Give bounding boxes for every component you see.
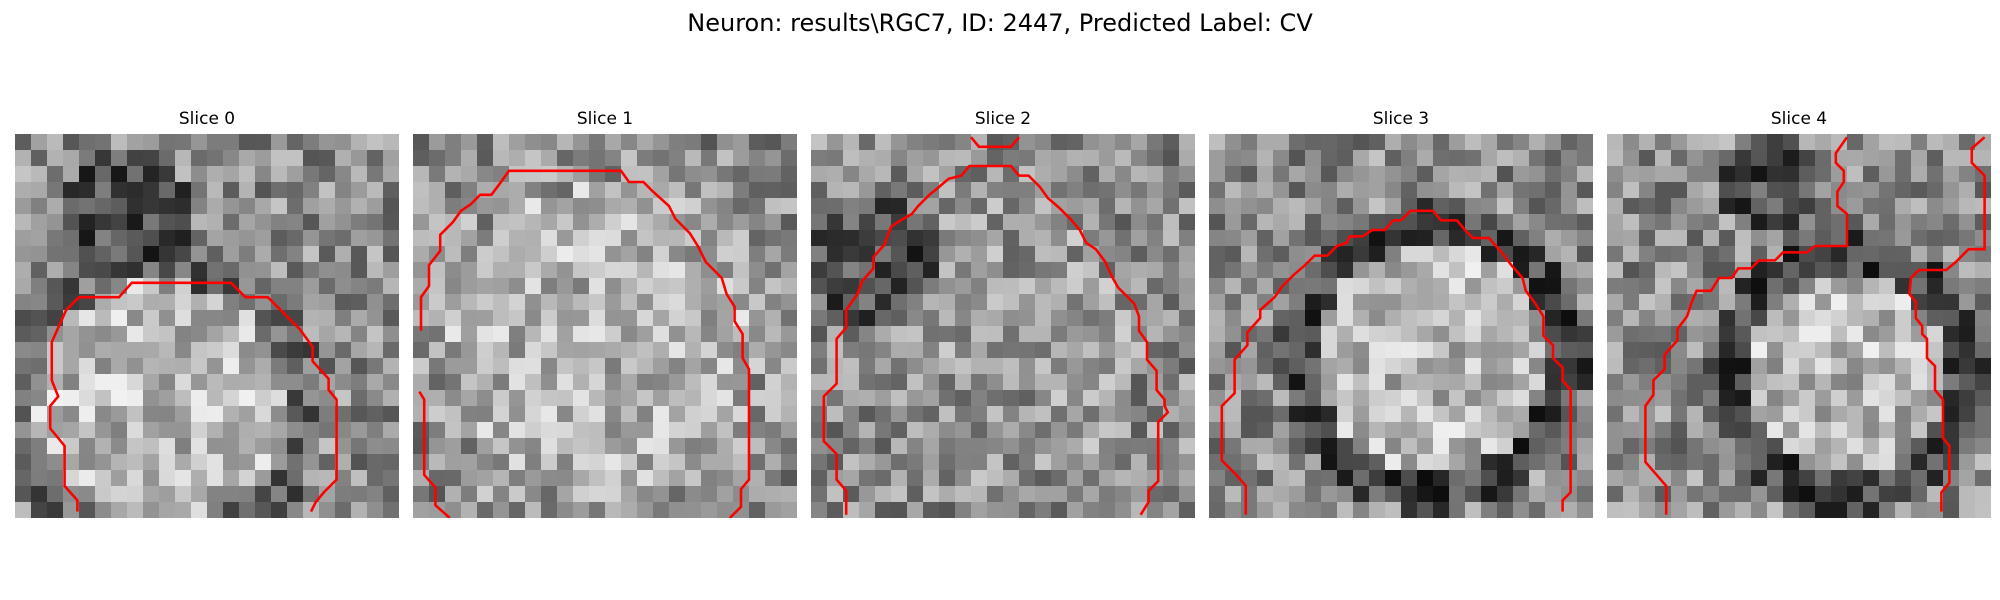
slice-panel-3: Slice 3 bbox=[1209, 108, 1593, 518]
slice-panel-1: Slice 1 bbox=[413, 108, 797, 518]
red-contour-2b bbox=[822, 164, 1170, 516]
red-contour-2a bbox=[970, 136, 1020, 149]
slice-title-2: Slice 2 bbox=[974, 109, 1032, 129]
slice-title-0: Slice 0 bbox=[178, 109, 236, 129]
red-contour-4a bbox=[1644, 136, 1849, 515]
slice-image-2 bbox=[811, 134, 1195, 518]
slice-image-1 bbox=[413, 134, 797, 518]
slice-panel-4: Slice 4 bbox=[1607, 108, 1991, 518]
slice-panel-0: Slice 0 bbox=[15, 108, 399, 518]
slice-title-1: Slice 1 bbox=[576, 109, 634, 129]
red-contour-4b bbox=[1908, 136, 1986, 512]
slice-image-3 bbox=[1209, 134, 1593, 518]
red-contour-1b bbox=[419, 169, 751, 518]
red-contour-3 bbox=[1220, 209, 1572, 515]
grayscale-image-0 bbox=[15, 134, 399, 518]
slice-image-0 bbox=[15, 134, 399, 518]
slice-title-4: Slice 4 bbox=[1770, 109, 1828, 129]
slice-title-3: Slice 3 bbox=[1372, 109, 1430, 129]
grayscale-image-2 bbox=[811, 134, 1195, 518]
figure-title: Neuron: results\RGC7, ID: 2447, Predicte… bbox=[687, 9, 1313, 37]
grayscale-image-1 bbox=[413, 134, 797, 518]
slice-image-4 bbox=[1607, 134, 1991, 518]
grayscale-image-3 bbox=[1209, 134, 1593, 518]
slice-panel-2: Slice 2 bbox=[811, 108, 1195, 518]
grayscale-image-4 bbox=[1607, 134, 1991, 518]
red-contour-0 bbox=[48, 281, 338, 513]
red-contour-1 bbox=[418, 390, 451, 518]
